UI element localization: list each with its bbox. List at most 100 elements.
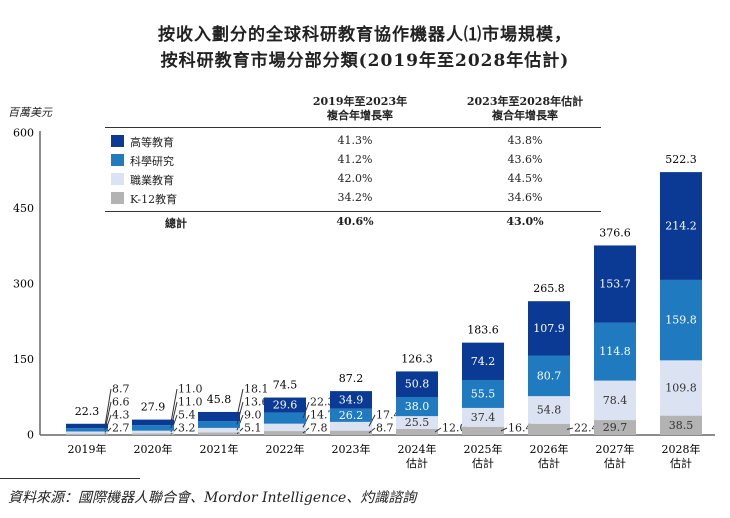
legend-row: 高等教育 41.3% 43.8% — [105, 133, 601, 151]
bar-segment — [264, 397, 306, 413]
segment-label: 22.3 — [310, 396, 335, 409]
segment-label: 7.8 — [310, 422, 328, 435]
legend-label: 高等教育 — [130, 136, 174, 149]
legend-swatch — [111, 154, 124, 166]
bar-segment — [594, 420, 636, 435]
total-label: 27.9 — [141, 401, 166, 414]
segment-label: 114.8 — [599, 345, 631, 358]
segment-label: 78.4 — [603, 394, 628, 407]
source-note: 資料來源：國際機器人聯合會、Mordor Intelligence、灼識諮詢 — [8, 490, 417, 506]
col2-header-line2: 複合年增長率 — [492, 109, 558, 122]
x-tick-label: 估計 — [670, 456, 692, 470]
table-rule-bottom — [105, 211, 601, 212]
label-leader — [566, 427, 574, 430]
bar-segment — [66, 423, 108, 429]
bar-segment — [132, 433, 174, 435]
x-tick-label: 2028年 — [662, 442, 701, 456]
bar-segment — [396, 371, 438, 397]
bar-segment — [396, 396, 438, 417]
segment-label: 29.6 — [273, 399, 298, 412]
bar-segment — [396, 428, 438, 435]
segment-label: 11.0 — [178, 383, 203, 396]
segment-label: 50.8 — [405, 378, 430, 391]
segment-label: 5.4 — [178, 409, 196, 422]
col2-header: 2023年至2028年估計 複合年增長率 — [445, 95, 605, 123]
y-tick-label: 450 — [13, 202, 34, 215]
col1-header: 2019年至2023年 複合年增長率 — [275, 95, 445, 123]
bar-segment — [264, 423, 306, 432]
y-tick-label: 300 — [13, 278, 34, 291]
x-tick-label: 2025年 — [464, 442, 503, 456]
segment-label: 29.7 — [603, 421, 628, 434]
chart-title-line2: 按科研教育市場分部分類(2019年至2028年估計) — [160, 51, 570, 71]
segment-label: 109.8 — [665, 381, 697, 394]
legend-label: 職業教育 — [130, 174, 174, 187]
bar-segment — [264, 431, 306, 435]
chart-title-line1: 按收入劃分的全球科研教育協作機器人⑴市場規模， — [158, 25, 572, 45]
cagr-2019-2023: 41.2% — [337, 153, 373, 166]
cagr-2023-2028: 43.6% — [507, 153, 543, 166]
bar-segment — [462, 426, 504, 435]
segment-label: 25.5 — [405, 416, 430, 429]
bar-segment — [66, 433, 108, 435]
cagr-2023-2028: 43.8% — [507, 134, 543, 147]
segment-label: 16.4 — [508, 422, 533, 435]
segment-label: 38.0 — [405, 400, 430, 413]
cagr-2019-2023: 42.0% — [337, 172, 373, 185]
bar-segment — [462, 407, 504, 427]
legend-label: 科學研究 — [130, 155, 174, 168]
cagr-2023-2028: 44.5% — [507, 172, 543, 185]
bar-segment — [462, 379, 504, 408]
bar-segment — [660, 360, 702, 416]
source-divider — [0, 478, 140, 479]
col1-header-line1: 2019年至2023年 — [312, 95, 408, 108]
bar-segment — [396, 416, 438, 429]
total-cagr2: 43.0% — [506, 215, 544, 228]
x-tick-label: 2020年 — [134, 442, 173, 456]
bar-segment — [198, 432, 240, 435]
bar-segment — [660, 172, 702, 280]
segment-label: 159.8 — [665, 314, 697, 327]
bar-segment — [528, 396, 570, 424]
cagr-2023-2028: 34.6% — [507, 191, 543, 204]
segment-label: 5.1 — [244, 422, 262, 435]
bar-segment — [66, 431, 108, 434]
y-tick-label: 150 — [13, 353, 34, 366]
segment-label: 3.2 — [178, 422, 196, 435]
bar-segment — [198, 411, 240, 422]
x-tick-label: 估計 — [604, 456, 626, 470]
y-axis-unit: 百萬美元 — [8, 106, 52, 119]
legend-row: 職業教育 42.0% 44.5% — [105, 171, 601, 189]
segment-label: 6.6 — [112, 396, 130, 409]
segment-label: 2.7 — [112, 422, 130, 435]
segment-label: 18.1 — [244, 383, 269, 396]
bar-segment — [660, 279, 702, 361]
total-cagr1: 40.6% — [336, 215, 374, 228]
segment-label: 13.6 — [244, 396, 269, 409]
bar-segment — [132, 425, 174, 431]
segment-label: 107.9 — [533, 322, 565, 335]
bar-segment — [660, 415, 702, 435]
bar-segment — [198, 427, 240, 433]
bar-segment — [198, 421, 240, 428]
total-label: 265.8 — [533, 282, 565, 295]
legend-swatch — [111, 173, 124, 185]
x-tick-label: 估計 — [406, 456, 428, 470]
segment-label: 14.7 — [310, 409, 335, 422]
label-leader — [500, 427, 508, 432]
bar-segment — [330, 421, 372, 431]
legend-row: 科學研究 41.2% 43.6% — [105, 152, 601, 170]
total-label: 總計 — [165, 217, 187, 230]
total-label: 126.3 — [401, 352, 433, 365]
table-rule-top — [105, 127, 601, 128]
segment-label: 8.7 — [376, 422, 394, 435]
bar-segment — [330, 408, 372, 422]
col1-header-line2: 複合年增長率 — [327, 109, 393, 122]
segment-label: 22.4 — [574, 422, 599, 435]
bar-segment — [594, 322, 636, 381]
bar-segment — [528, 301, 570, 356]
total-row: 總計 40.6% 43.0% — [105, 214, 601, 232]
label-leader — [170, 388, 178, 423]
segment-label: 55.5 — [471, 387, 496, 400]
x-tick-label: 估計 — [538, 456, 560, 470]
